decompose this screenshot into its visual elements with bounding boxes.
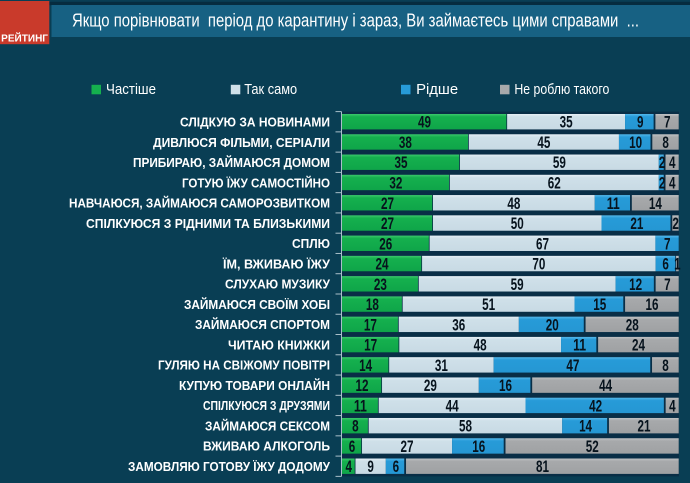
svg-text:2: 2	[659, 173, 666, 192]
svg-text:27: 27	[381, 214, 394, 233]
svg-text:45: 45	[537, 133, 550, 152]
svg-text:6: 6	[662, 255, 669, 274]
svg-text:ЗАМОВЛЯЮ ГОТОВУ ЇЖУ ДОДОМУ: ЗАМОВЛЯЮ ГОТОВУ ЇЖУ ДОДОМУ	[128, 459, 331, 474]
svg-text:Рідше: Рідше	[416, 82, 458, 98]
svg-text:СЛІДКУЮ ЗА НОВИНАМИ: СЛІДКУЮ ЗА НОВИНАМИ	[180, 115, 330, 130]
svg-text:27: 27	[401, 437, 414, 456]
svg-text:ГУЛЯЮ НА СВІЖОМУ ПОВІТРІ: ГУЛЯЮ НА СВІЖОМУ ПОВІТРІ	[158, 358, 330, 373]
svg-text:11: 11	[354, 396, 367, 415]
svg-text:16: 16	[472, 437, 485, 456]
svg-text:50: 50	[511, 214, 524, 233]
svg-text:ЗАЙМАЮСЯ СЕКСОМ: ЗАЙМАЮСЯ СЕКСОМ	[205, 418, 330, 433]
svg-text:4: 4	[669, 396, 676, 415]
svg-text:РЕЙТИНГ: РЕЙТИНГ	[1, 33, 48, 45]
svg-text:16: 16	[499, 376, 512, 395]
svg-text:21: 21	[637, 417, 650, 436]
svg-text:24: 24	[632, 336, 645, 355]
svg-text:62: 62	[548, 173, 561, 192]
svg-text:52: 52	[586, 437, 599, 456]
svg-text:4: 4	[345, 457, 352, 476]
svg-text:9: 9	[637, 113, 644, 132]
svg-text:ЧИТАЮ КНИЖКИ: ЧИТАЮ КНИЖКИ	[228, 337, 330, 352]
svg-text:42: 42	[589, 396, 602, 415]
svg-text:ДИВЛЮСЯ ФІЛЬМИ, СЕРІАЛИ: ДИВЛЮСЯ ФІЛЬМИ, СЕРІАЛИ	[153, 135, 330, 150]
svg-text:26: 26	[379, 234, 392, 253]
svg-text:4: 4	[669, 173, 676, 192]
svg-text:24: 24	[376, 255, 389, 274]
svg-text:10: 10	[629, 133, 642, 152]
svg-text:Так само: Так само	[244, 82, 297, 98]
svg-text:12: 12	[356, 376, 369, 395]
svg-text:36: 36	[452, 315, 465, 334]
svg-text:ЗАЙМАЮСЯ СПОРТОМ: ЗАЙМАЮСЯ СПОРТОМ	[195, 317, 330, 332]
svg-text:67: 67	[536, 234, 549, 253]
svg-text:1: 1	[674, 255, 681, 274]
svg-text:14: 14	[579, 417, 592, 436]
svg-text:9: 9	[367, 457, 374, 476]
svg-text:31: 31	[435, 356, 448, 375]
svg-text:59: 59	[553, 153, 566, 172]
svg-text:48: 48	[507, 194, 520, 213]
svg-text:16: 16	[646, 295, 659, 314]
svg-text:ПРИБИРАЮ, ЗАЙМАЮСЯ ДОМОМ: ПРИБИРАЮ, ЗАЙМАЮСЯ ДОМОМ	[133, 155, 330, 170]
svg-text:Частіше: Частіше	[106, 82, 156, 98]
svg-text:48: 48	[474, 336, 487, 355]
svg-text:14: 14	[649, 194, 662, 213]
svg-text:11: 11	[573, 336, 586, 355]
svg-text:21: 21	[630, 214, 643, 233]
svg-text:СЛУХАЮ МУЗИКУ: СЛУХАЮ МУЗИКУ	[225, 277, 331, 292]
svg-text:28: 28	[626, 315, 639, 334]
svg-text:КУПУЮ ТОВАРИ ОНЛАЙН: КУПУЮ ТОВАРИ ОНЛАЙН	[179, 378, 330, 393]
svg-text:47: 47	[566, 356, 579, 375]
svg-text:6: 6	[349, 437, 356, 456]
svg-text:6: 6	[393, 457, 400, 476]
svg-text:35: 35	[560, 113, 573, 132]
svg-text:НАВЧАЮСЯ, ЗАЙМАЮСЯ САМОРОЗВИТК: НАВЧАЮСЯ, ЗАЙМАЮСЯ САМОРОЗВИТКОМ	[69, 196, 330, 211]
svg-text:7: 7	[664, 113, 671, 132]
svg-text:70: 70	[532, 255, 545, 274]
svg-text:59: 59	[511, 275, 524, 294]
svg-text:СПІЛКУЮСЯ З РІДНИМИ ТА БЛИЗЬКИ: СПІЛКУЮСЯ З РІДНИМИ ТА БЛИЗЬКИМИ	[86, 216, 330, 231]
svg-text:Не роблю такого: Не роблю такого	[514, 82, 609, 98]
svg-text:38: 38	[399, 133, 412, 152]
svg-text:14: 14	[359, 356, 372, 375]
svg-text:44: 44	[599, 376, 612, 395]
svg-text:17: 17	[364, 336, 377, 355]
svg-text:СПІЛКУЮСЯ З ДРУЗЯМИ: СПІЛКУЮСЯ З ДРУЗЯМИ	[203, 398, 330, 413]
svg-text:7: 7	[664, 275, 671, 294]
svg-text:58: 58	[459, 417, 472, 436]
svg-text:35: 35	[394, 153, 407, 172]
svg-text:ЗАЙМАЮСЯ СВОЇМ ХОБІ: ЗАЙМАЮСЯ СВОЇМ ХОБІ	[184, 297, 330, 312]
svg-text:4: 4	[669, 153, 676, 172]
svg-text:49: 49	[418, 113, 431, 132]
svg-text:8: 8	[662, 356, 669, 375]
svg-text:44: 44	[446, 396, 459, 415]
svg-text:51: 51	[482, 295, 495, 314]
svg-text:32: 32	[389, 173, 402, 192]
svg-text:СПЛЮ: СПЛЮ	[292, 236, 330, 251]
svg-text:8: 8	[352, 417, 359, 436]
svg-text:15: 15	[593, 295, 606, 314]
svg-text:Якщо порівнювати період до ка: Якщо порівнювати період до карантину і з…	[72, 11, 639, 31]
svg-text:7: 7	[664, 234, 671, 253]
svg-text:17: 17	[364, 315, 377, 334]
svg-text:2: 2	[672, 214, 679, 233]
svg-text:27: 27	[381, 194, 394, 213]
svg-text:11: 11	[607, 194, 620, 213]
svg-text:8: 8	[662, 133, 669, 152]
svg-text:12: 12	[629, 275, 642, 294]
svg-text:ГОТУЮ ЇЖУ САМОСТІЙНО: ГОТУЮ ЇЖУ САМОСТІЙНО	[182, 175, 330, 190]
svg-text:ВЖИВАЮ АЛКОГОЛЬ: ВЖИВАЮ АЛКОГОЛЬ	[203, 439, 330, 454]
svg-text:18: 18	[366, 295, 379, 314]
svg-text:2: 2	[659, 153, 666, 172]
svg-text:23: 23	[374, 275, 387, 294]
svg-text:81: 81	[536, 457, 549, 476]
svg-text:20: 20	[546, 315, 559, 334]
svg-text:ЇМ, ВЖИВАЮ ЇЖУ: ЇМ, ВЖИВАЮ ЇЖУ	[222, 256, 331, 271]
svg-text:29: 29	[424, 376, 437, 395]
